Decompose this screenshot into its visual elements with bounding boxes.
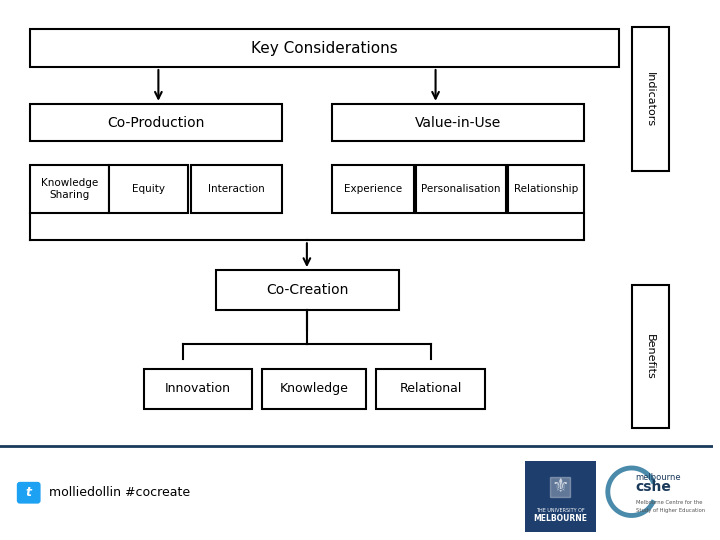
Text: Relational: Relational [400, 382, 462, 395]
Text: Value-in-Use: Value-in-Use [415, 116, 501, 130]
FancyBboxPatch shape [262, 369, 366, 409]
Text: melbourne: melbourne [636, 474, 681, 482]
Text: ⚜: ⚜ [552, 477, 569, 496]
FancyBboxPatch shape [415, 165, 506, 213]
Text: Key Considerations: Key Considerations [251, 40, 397, 56]
FancyBboxPatch shape [332, 104, 584, 141]
Text: Knowledge: Knowledge [280, 382, 348, 395]
FancyBboxPatch shape [216, 270, 399, 309]
FancyBboxPatch shape [191, 165, 282, 213]
FancyBboxPatch shape [631, 285, 669, 428]
FancyBboxPatch shape [109, 165, 188, 213]
FancyBboxPatch shape [30, 30, 618, 67]
FancyBboxPatch shape [143, 369, 253, 409]
Text: Co-Production: Co-Production [107, 116, 204, 130]
Text: t: t [26, 486, 32, 499]
FancyBboxPatch shape [631, 28, 669, 171]
FancyBboxPatch shape [525, 461, 596, 532]
Text: Study of Higher Education: Study of Higher Education [636, 508, 705, 513]
Text: cshe: cshe [636, 480, 671, 494]
Text: Interaction: Interaction [208, 184, 265, 194]
Text: Indicators: Indicators [645, 72, 655, 127]
FancyBboxPatch shape [17, 482, 40, 504]
FancyBboxPatch shape [508, 165, 584, 213]
Text: Personalisation: Personalisation [421, 184, 500, 194]
FancyBboxPatch shape [30, 104, 282, 141]
Text: THE UNIVERSITY OF: THE UNIVERSITY OF [536, 508, 585, 513]
Text: MELBOURNE: MELBOURNE [534, 514, 588, 523]
Text: Relationship: Relationship [514, 184, 578, 194]
FancyBboxPatch shape [332, 165, 414, 213]
FancyBboxPatch shape [376, 369, 485, 409]
Text: Equity: Equity [132, 184, 165, 194]
Text: Innovation: Innovation [165, 382, 231, 395]
Text: Benefits: Benefits [645, 334, 655, 380]
Text: Knowledge
Sharing: Knowledge Sharing [40, 178, 98, 200]
Text: Experience: Experience [343, 184, 402, 194]
Text: Co-Creation: Co-Creation [266, 283, 348, 297]
Text: Melbourne Centre for the: Melbourne Centre for the [636, 500, 702, 505]
Text: molliedollin #cocreate: molliedollin #cocreate [50, 486, 191, 499]
FancyBboxPatch shape [30, 165, 109, 213]
